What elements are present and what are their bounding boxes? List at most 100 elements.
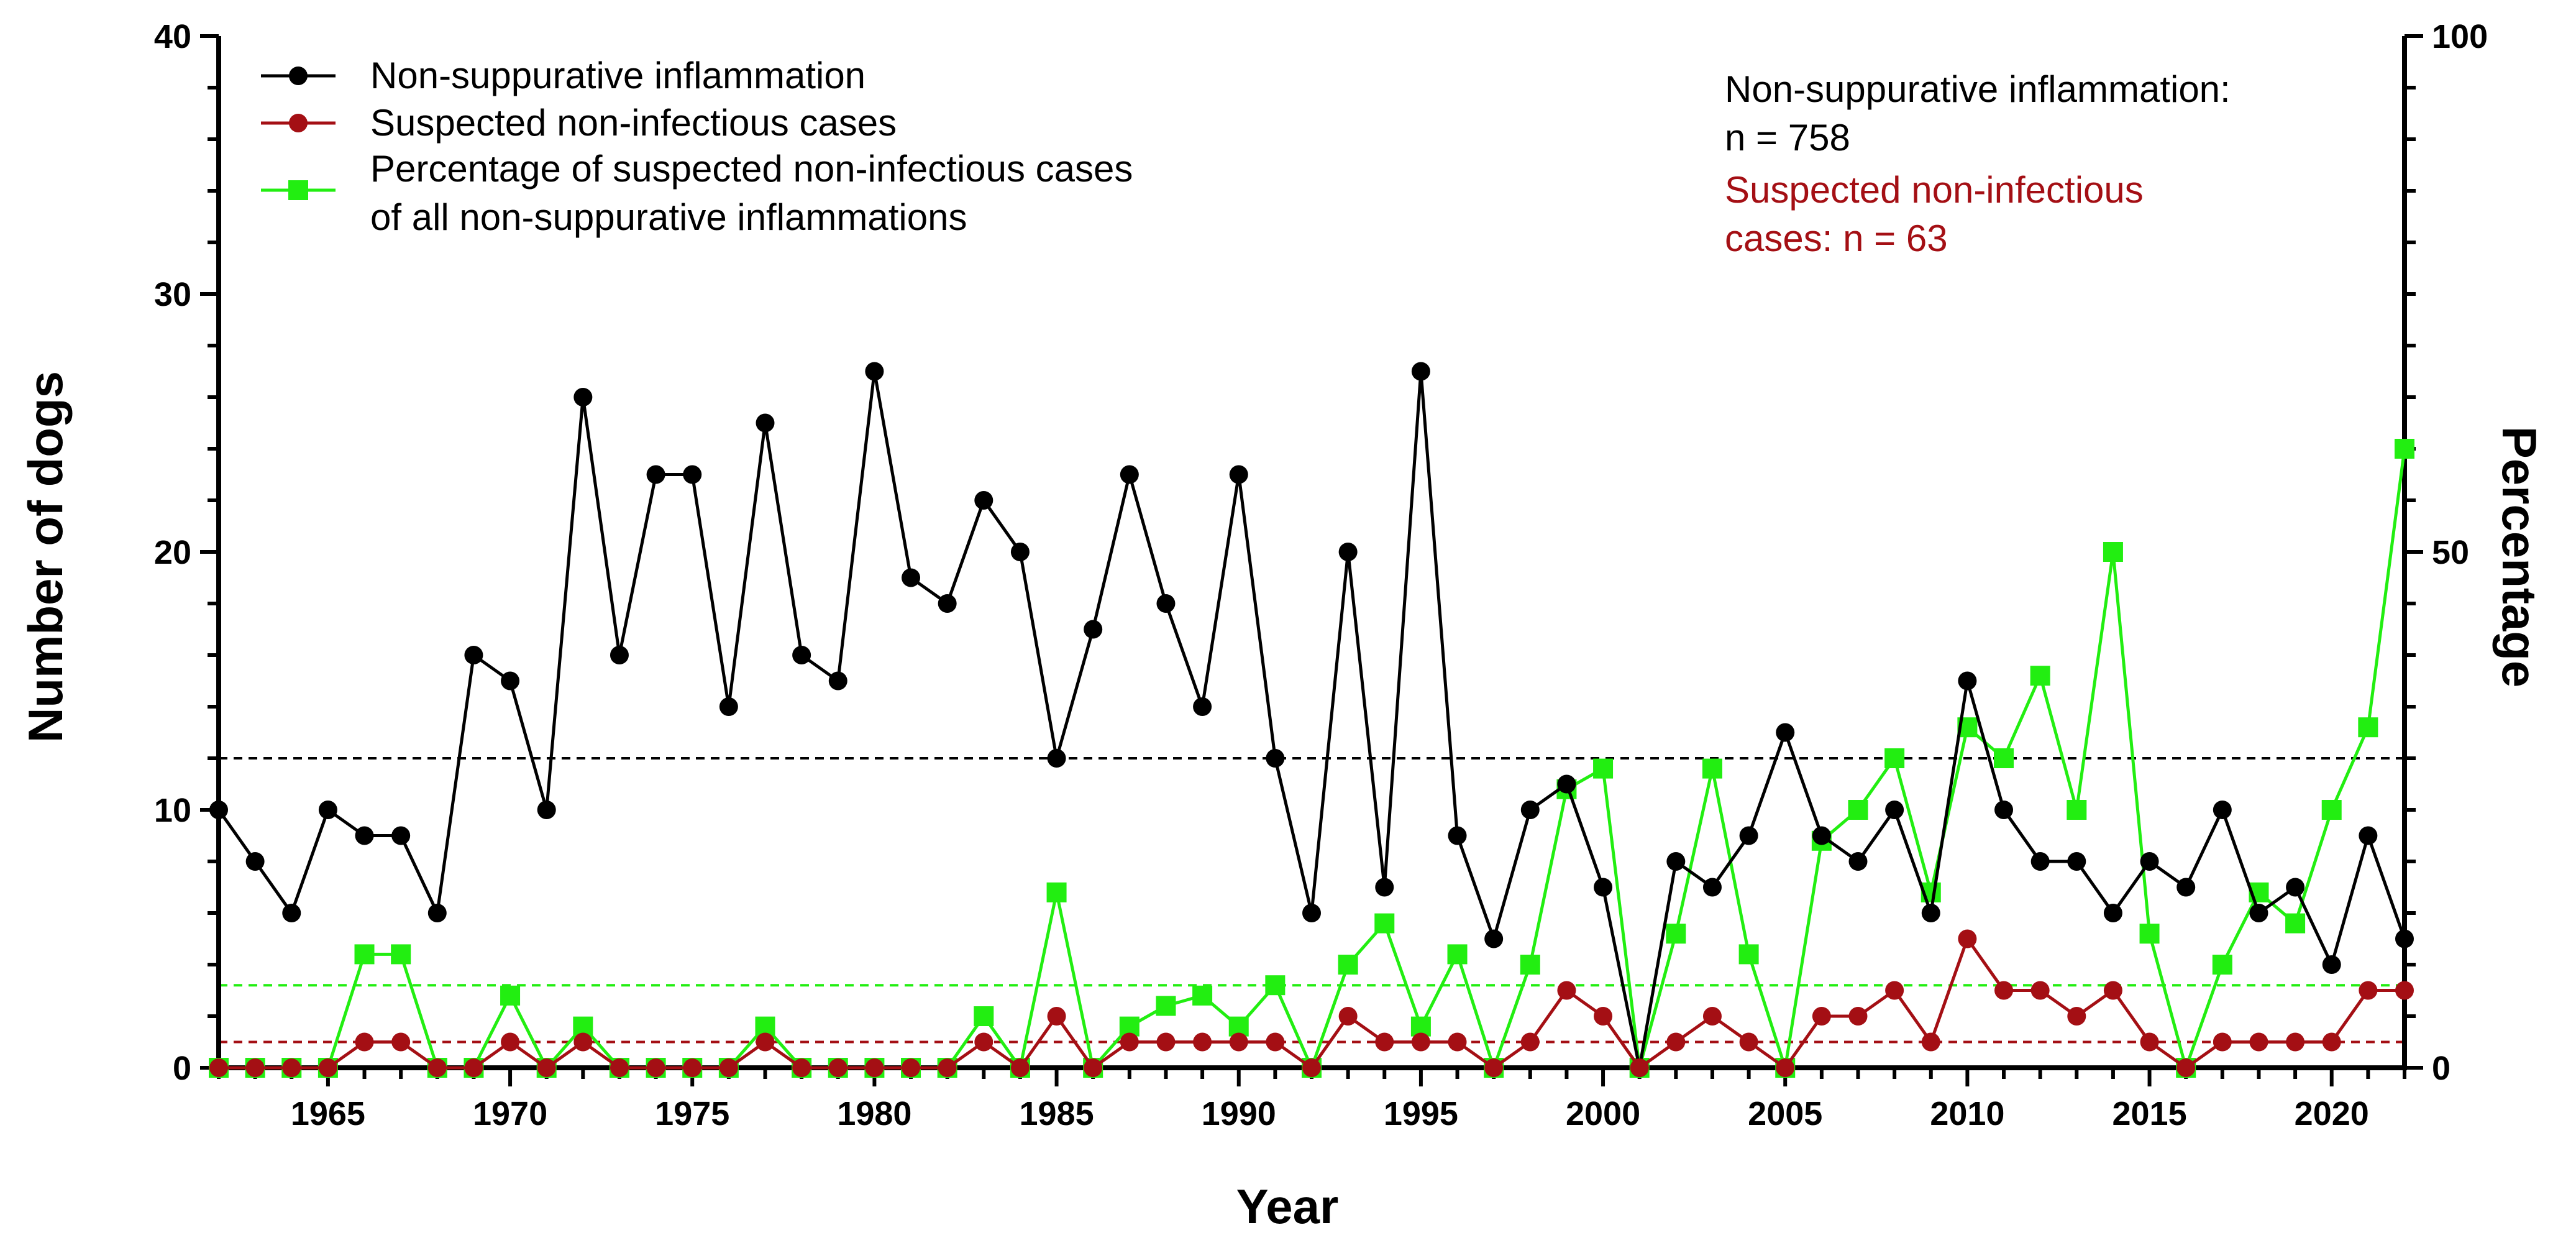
legend-marker-black	[289, 67, 308, 85]
data-point	[1047, 749, 1066, 768]
data-point	[2286, 1032, 2305, 1052]
data-point	[2395, 981, 2414, 1000]
y2-tick-label: 0	[2432, 1050, 2450, 1087]
annotation-line-3: Suspected non-infectious	[1725, 169, 2144, 211]
data-point	[610, 1058, 629, 1077]
legend-item-suspected: Suspected non-infectious cases	[261, 102, 897, 144]
data-point	[2067, 800, 2087, 820]
data-point	[1739, 1032, 1758, 1052]
data-point	[2359, 981, 2378, 1000]
data-point	[391, 1032, 411, 1052]
annotation-line-1: Non-suppurative inflammation:	[1725, 68, 2231, 110]
data-point	[938, 1058, 957, 1077]
data-point	[756, 413, 775, 433]
series-non-suppurative-inflammation	[209, 362, 2414, 1077]
legend-label-non-suppurative: Non-suppurative inflammation	[370, 55, 866, 96]
data-point	[464, 646, 483, 664]
data-point	[1193, 1032, 1212, 1052]
data-point	[2359, 826, 2378, 845]
data-point	[1484, 1058, 1504, 1077]
data-point	[1848, 800, 1868, 820]
data-point	[646, 1058, 665, 1077]
data-point	[1666, 852, 1686, 871]
data-point	[719, 697, 738, 716]
data-point	[974, 1006, 994, 1026]
data-point	[1885, 981, 1904, 1000]
data-point	[1448, 1032, 1467, 1052]
data-point	[974, 1032, 993, 1052]
legend-label-percentage-line1: Percentage of suspected non-infectious c…	[370, 148, 1133, 190]
data-point	[2212, 955, 2232, 975]
x-tick-label: 1995	[1384, 1095, 1458, 1132]
data-point	[1156, 1032, 1176, 1052]
data-point	[1739, 826, 1758, 845]
data-point	[573, 1032, 593, 1052]
data-point	[501, 1032, 520, 1052]
data-point	[209, 1058, 228, 1077]
data-point	[464, 1058, 483, 1077]
x-tick-label: 1965	[291, 1095, 365, 1132]
x-tick-label: 1975	[655, 1095, 729, 1132]
data-point	[1338, 955, 1358, 975]
data-point	[2249, 904, 2268, 922]
data-point	[1010, 1058, 1030, 1077]
data-point	[974, 491, 993, 510]
data-point	[1702, 878, 1722, 897]
data-point	[1229, 1032, 1248, 1052]
data-point	[2140, 1032, 2159, 1052]
data-point	[2395, 929, 2414, 948]
data-point	[1776, 723, 1795, 742]
data-point	[1738, 944, 1759, 965]
y-tick-label: 20	[154, 534, 191, 571]
y-axis-title-left: Number of dogs	[18, 371, 73, 743]
data-point	[1958, 929, 1977, 948]
legend-marker-green	[288, 180, 308, 200]
data-point	[2285, 913, 2306, 934]
data-point	[1921, 904, 1940, 922]
data-point	[1338, 1007, 1358, 1026]
y-tick-label: 10	[154, 792, 191, 829]
legend-item-non-suppurative: Non-suppurative inflammation	[261, 55, 866, 96]
data-point	[427, 904, 447, 922]
data-point	[792, 1058, 811, 1077]
legend-label-percentage-line2: of all non-suppurative inflammations	[370, 196, 967, 238]
series-line	[219, 937, 2405, 1070]
data-point	[1266, 1032, 1285, 1052]
x-tick-label: 1980	[837, 1095, 911, 1132]
data-point	[573, 388, 593, 406]
data-point	[683, 1058, 702, 1077]
legend: Non-suppurative inflammation Suspected n…	[261, 55, 1133, 238]
data-point	[1266, 749, 1285, 768]
data-point	[1520, 955, 1540, 975]
data-point	[2321, 800, 2342, 820]
y2-tick-label: 50	[2432, 534, 2469, 571]
data-point	[2067, 852, 2086, 871]
data-point	[2067, 1007, 2086, 1026]
data-point	[865, 362, 884, 381]
data-point	[683, 465, 702, 484]
x-tick-label: 2000	[1566, 1095, 1640, 1132]
data-point	[2103, 981, 2122, 1000]
data-point	[1848, 1007, 1868, 1026]
data-point	[1994, 748, 2014, 768]
data-point	[1557, 981, 1576, 1000]
data-point	[938, 594, 957, 613]
data-point	[1265, 975, 1286, 996]
data-point	[1156, 996, 1176, 1016]
data-point	[282, 1058, 301, 1077]
data-point	[1375, 878, 1394, 897]
data-point	[1702, 758, 1722, 779]
data-point	[2176, 878, 2196, 897]
series-suspected-non-infectious-cases	[209, 929, 2414, 1077]
data-point	[1520, 801, 1540, 819]
count-annotation: Non-suppurative inflammation: n = 758 Su…	[1725, 68, 2231, 259]
data-point	[902, 1058, 921, 1077]
x-axis-title: Year	[1236, 1179, 1339, 1234]
y-axis-title-right: Percentage	[2492, 426, 2547, 688]
data-point	[646, 465, 665, 484]
data-point	[2322, 1032, 2341, 1052]
data-point	[1848, 852, 1868, 871]
data-point	[1520, 1032, 1540, 1052]
data-point	[355, 1032, 374, 1052]
y-tick-label: 30	[154, 276, 191, 313]
